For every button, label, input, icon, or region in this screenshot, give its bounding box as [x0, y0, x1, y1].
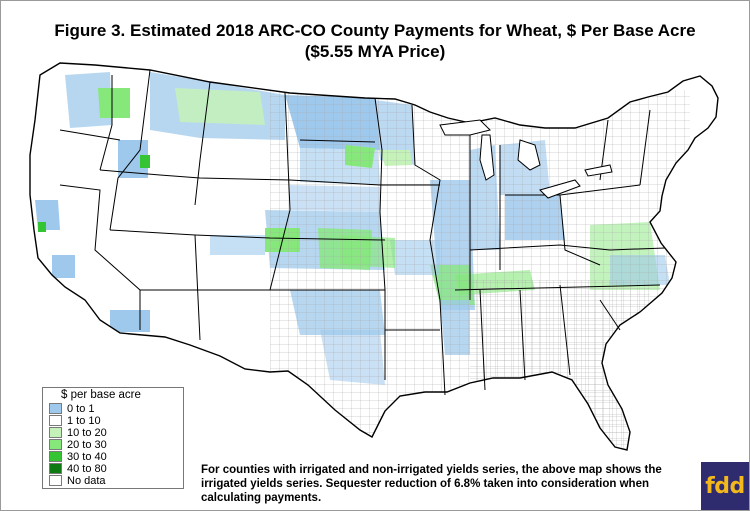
legend-label: No data: [67, 474, 106, 487]
footnote: For counties with irrigated and non-irri…: [201, 464, 662, 504]
region-ca-south: [52, 255, 75, 278]
legend-item: 0 to 1: [49, 402, 95, 415]
county-lines: [270, 90, 690, 450]
region-wa-green: [98, 88, 130, 118]
region-ca-green: [38, 222, 46, 232]
legend-item: 1 to 10: [49, 414, 101, 427]
legend-label: 40 to 80: [67, 462, 107, 475]
region-colorado: [210, 235, 265, 255]
legend-label: 10 to 20: [67, 426, 107, 439]
legend-title: $ per base acre: [61, 389, 141, 401]
legend-swatch: [49, 427, 62, 438]
legend-label: 0 to 1: [67, 402, 95, 415]
figure-subtitle: ($5.55 MYA Price): [304, 42, 446, 61]
legend-item: 30 to 40: [49, 450, 107, 463]
legend-swatch: [49, 439, 62, 450]
region-montana-green: [175, 88, 265, 125]
legend-label: 1 to 10: [67, 414, 101, 427]
legend-item: 40 to 80: [49, 462, 107, 475]
legend-label: 30 to 40: [67, 450, 107, 463]
legend-swatch: [49, 463, 62, 474]
region-arizona: [110, 310, 150, 332]
great-lakes: [439, 119, 613, 199]
figure-title: Figure 3. Estimated 2018 ARC-CO County P…: [54, 21, 696, 40]
fdd-logo: fdd: [701, 462, 749, 510]
legend-swatch: [49, 403, 62, 414]
legend-label: 20 to 30: [67, 438, 107, 451]
legend-swatch: [49, 415, 62, 426]
region-idaho-green: [140, 155, 150, 168]
legend-item: 20 to 30: [49, 438, 107, 451]
legend-swatch: [49, 451, 62, 462]
legend-item: 10 to 20: [49, 426, 107, 439]
map-legend: $ per base acre 0 to 1 1 to 10 10 to 20 …: [42, 387, 184, 489]
state-boundaries: [59, 69, 666, 396]
legend-swatch: [49, 475, 62, 486]
legend-item: No data: [49, 474, 106, 487]
